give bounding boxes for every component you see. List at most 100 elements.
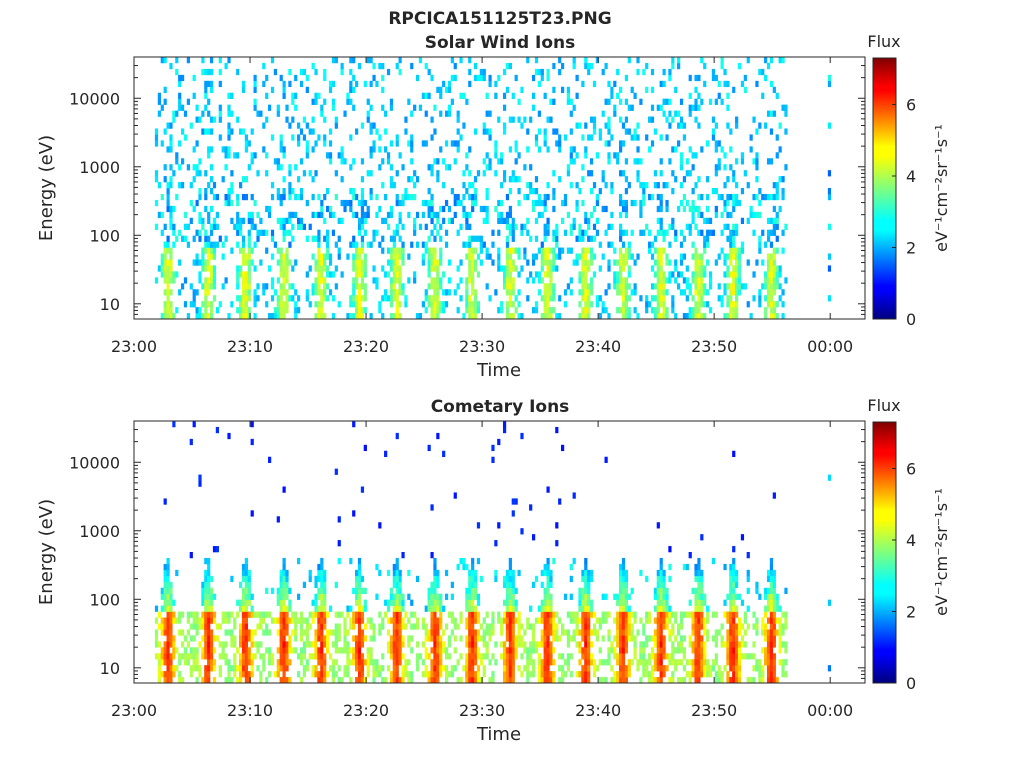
heatmap-cell [619,289,623,296]
heatmap-cell [456,128,460,135]
heatmap-cell [241,176,246,183]
heatmap-cell [729,581,733,589]
heatmap-cell [540,677,544,684]
heatmap-cell [369,152,373,159]
heatmap-cell [737,271,742,278]
heatmap-cell [772,575,776,583]
heatmap-cell [703,265,707,272]
heatmap-cell [775,677,779,684]
heatmap-cell [241,307,246,314]
heatmap-cell [331,313,336,320]
heatmap-cell [465,295,469,302]
heatmap-cell [505,647,510,654]
heatmap-cell [433,563,437,571]
heatmap-cell [621,587,626,594]
heatmap-cell [346,659,350,666]
heatmap-cell [241,593,246,600]
heatmap-cell [433,599,437,606]
heatmap-cell [766,277,771,284]
heatmap-cell [578,235,582,242]
heatmap-cell [212,295,217,302]
heatmap-cell [172,116,176,123]
heatmap-cell [543,587,547,594]
heatmap-cell [241,647,246,654]
heatmap-cell [166,671,170,678]
heatmap-cell [769,671,774,678]
heatmap-cell [285,307,289,314]
heatmap-cell [352,253,356,260]
heatmap-cell [552,289,556,296]
heatmap-cell [619,581,623,589]
heatmap-cell [401,641,405,648]
heatmap-cell [639,211,643,219]
heatmap-cell [210,301,214,308]
heatmap-cell [659,247,663,254]
heatmap-cell [534,575,539,583]
heatmap-cell [444,86,449,94]
heatmap-cell [630,229,634,236]
heatmap-cell [697,229,701,236]
heatmap-cell [540,211,544,219]
heatmap-cell [549,307,553,314]
heatmap-cell [207,629,211,636]
heatmap-cell [297,193,301,201]
heatmap-cell [473,289,478,296]
heatmap-cell [706,259,710,266]
heatmap-cell [244,557,249,565]
heatmap-cell [317,677,321,684]
heatmap-cell [444,593,449,600]
heatmap-cell [204,641,208,648]
heatmap-cell [726,176,730,183]
heatmap-cell [479,74,483,82]
heatmap-cell [294,647,298,654]
heatmap-cell [775,301,779,308]
heatmap-cell [282,647,286,654]
heatmap-cell [418,653,423,660]
heatmap-cell [508,223,512,230]
heatmap-cell [624,647,629,654]
heatmap-cell [317,134,321,141]
heatmap-cell [761,623,765,630]
heatmap-cell [366,671,370,678]
heatmap-cell [201,599,205,606]
heatmap-cell [427,247,431,254]
heatmap-cell [517,247,521,254]
heatmap-cell [639,647,643,654]
heatmap-cell [697,665,701,672]
heatmap-cell [413,182,417,189]
heatmap-cell [584,152,588,159]
heatmap-cell [244,134,249,141]
heatmap-cell [656,569,660,577]
heatmap-cell [323,593,327,600]
heatmap-cell [729,617,733,624]
heatmap-cell [180,677,185,684]
heatmap-cell [688,92,692,99]
heatmap-cell [587,283,591,290]
heatmap-cell [491,444,495,452]
heatmap-cell [163,313,167,320]
heatmap-cell [453,199,457,207]
heatmap-cell [549,581,553,589]
heatmap-cell [668,635,672,642]
heatmap-cell [766,677,771,684]
heatmap-cell [633,134,637,141]
heatmap-cell [679,623,684,630]
heatmap-cell [575,92,579,99]
heatmap-cell [471,557,475,565]
heatmap-cell [546,677,550,684]
heatmap-cell [500,211,504,219]
heatmap-cell [781,188,785,195]
heatmap-cell [584,611,588,618]
heatmap-cell [529,182,533,189]
heatmap-cell [665,611,669,618]
heatmap-cell [256,611,260,618]
heatmap-cell [737,593,742,600]
heatmap-cell [363,677,367,684]
heatmap-cell [462,205,466,213]
heatmap-cell [224,193,228,201]
heatmap-cell [285,277,289,284]
heatmap-cell [682,122,687,129]
heatmap-cell [218,104,222,111]
heatmap-cell [447,217,452,225]
heatmap-cell [758,671,762,678]
